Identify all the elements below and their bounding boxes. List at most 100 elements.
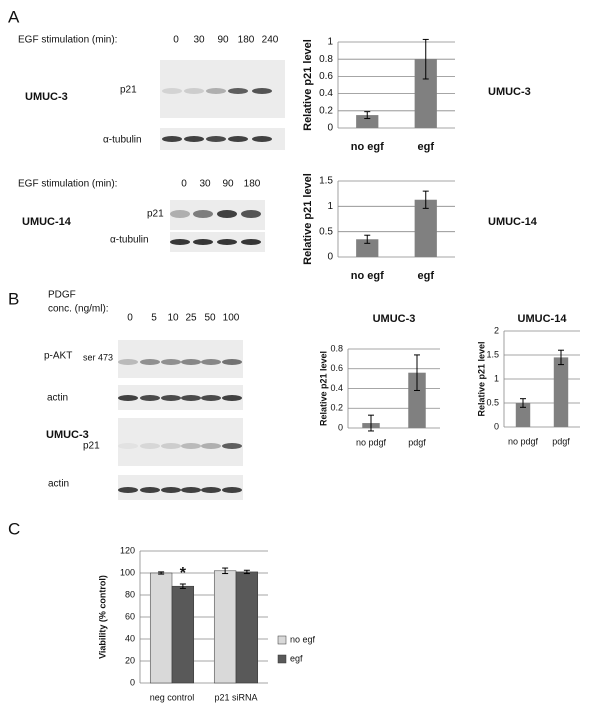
blot-band	[170, 239, 190, 245]
y-axis-label: Relative p21 level	[318, 351, 328, 426]
x-tick-label: no egf	[351, 270, 384, 282]
blot-band	[161, 395, 181, 401]
blot-header: conc. (ng/ml):	[48, 304, 109, 315]
blot-band	[222, 359, 242, 365]
row-label: α-tubulin	[103, 135, 142, 146]
x-tick-label: egf	[418, 270, 435, 282]
y-tick-label: 0.8	[319, 54, 333, 65]
error-bar	[364, 111, 371, 120]
y-tick-label: 120	[120, 545, 135, 555]
x-tick-label: no egf	[351, 141, 384, 153]
row-label-sub: ser 473	[83, 352, 113, 362]
legend-label: egf	[290, 653, 303, 663]
blot-band	[181, 443, 201, 449]
blot-header: EGF stimulation (min):	[18, 35, 117, 46]
x-tick-label: neg control	[150, 692, 195, 702]
chart-title: UMUC-14	[518, 313, 568, 325]
y-tick-label: 80	[125, 589, 135, 599]
blot-band	[161, 443, 181, 449]
blot	[118, 340, 243, 378]
blot-band	[206, 136, 226, 142]
y-axis-label: Viability (% control)	[97, 575, 107, 659]
y-tick-label: 0	[130, 677, 135, 687]
blot-band	[184, 136, 204, 142]
cell-line: UMUC-3	[25, 91, 68, 103]
panel-label: B	[8, 289, 19, 308]
blot-band	[201, 359, 221, 365]
lane-label: 0	[181, 179, 187, 190]
blot-band	[140, 359, 160, 365]
error-bar	[414, 354, 420, 391]
lane-label: 0	[127, 313, 133, 324]
blot-band	[201, 395, 221, 401]
lane-label: 5	[151, 313, 157, 324]
blot-band	[228, 88, 248, 94]
y-tick-label: 20	[125, 655, 135, 665]
blot-band	[241, 239, 261, 245]
error-bar	[158, 571, 165, 575]
blot-band	[252, 88, 272, 94]
blot-band	[241, 210, 261, 218]
error-bar	[222, 567, 229, 575]
lane-label: 30	[193, 35, 205, 46]
blot-band	[140, 487, 160, 493]
blot	[118, 418, 243, 466]
y-tick-label: 1.5	[486, 349, 499, 359]
error-bar	[364, 234, 371, 244]
y-tick-label: 40	[125, 633, 135, 643]
blot-band	[118, 443, 138, 449]
y-tick-label: 0.4	[319, 88, 333, 99]
blot-band	[170, 210, 190, 218]
blot-band	[201, 443, 221, 449]
blot-band	[181, 487, 201, 493]
y-axis-label: Relative p21 level	[302, 39, 314, 131]
error-bar	[558, 349, 564, 366]
blot-band	[206, 88, 226, 94]
bar	[414, 199, 437, 257]
blot-band	[161, 359, 181, 365]
x-tick-label: p21 siRNA	[214, 692, 257, 702]
lane-label: 0	[173, 35, 179, 46]
cell-line: UMUC-3	[46, 429, 89, 441]
bar	[171, 585, 195, 684]
blot-band	[201, 487, 221, 493]
x-tick-label: egf	[418, 141, 435, 153]
error-bar	[422, 190, 429, 209]
y-tick-label: 1.5	[319, 176, 333, 187]
x-tick-label: no pdgf	[508, 436, 539, 446]
lane-label: 10	[167, 313, 179, 324]
lane-label: 30	[199, 179, 211, 190]
y-axis-label: Relative p21 level	[476, 341, 486, 416]
y-tick-label: 0.2	[330, 403, 343, 413]
blot-band	[118, 395, 138, 401]
annotation: *	[180, 565, 187, 582]
error-bar	[520, 398, 526, 408]
bar	[408, 372, 426, 428]
blot-band	[222, 443, 242, 449]
chart-side-label: UMUC-3	[488, 86, 531, 98]
bar	[213, 570, 237, 684]
bar	[515, 403, 531, 427]
x-tick-label: no pdgf	[356, 437, 387, 447]
y-tick-label: 0	[338, 422, 343, 432]
y-tick-label: 0.5	[486, 397, 499, 407]
row-label: actin	[48, 479, 69, 490]
lane-label: 90	[222, 179, 234, 190]
y-tick-label: 0.8	[330, 343, 343, 353]
lane-label: 25	[185, 313, 197, 324]
bar	[414, 59, 437, 129]
y-tick-label: 0	[494, 421, 499, 431]
blot	[118, 475, 243, 500]
y-tick-label: 0.4	[330, 383, 343, 393]
legend-swatch	[277, 654, 287, 664]
blot-band	[217, 210, 237, 218]
bar	[553, 357, 569, 427]
lane-label: 90	[217, 35, 229, 46]
row-label: p-AKT	[44, 351, 72, 362]
x-tick-label: pdgf	[552, 436, 570, 446]
lane-label: 180	[244, 179, 261, 190]
y-tick-label: 0.6	[330, 363, 343, 373]
blot-band	[222, 395, 242, 401]
blot-band	[228, 136, 248, 142]
